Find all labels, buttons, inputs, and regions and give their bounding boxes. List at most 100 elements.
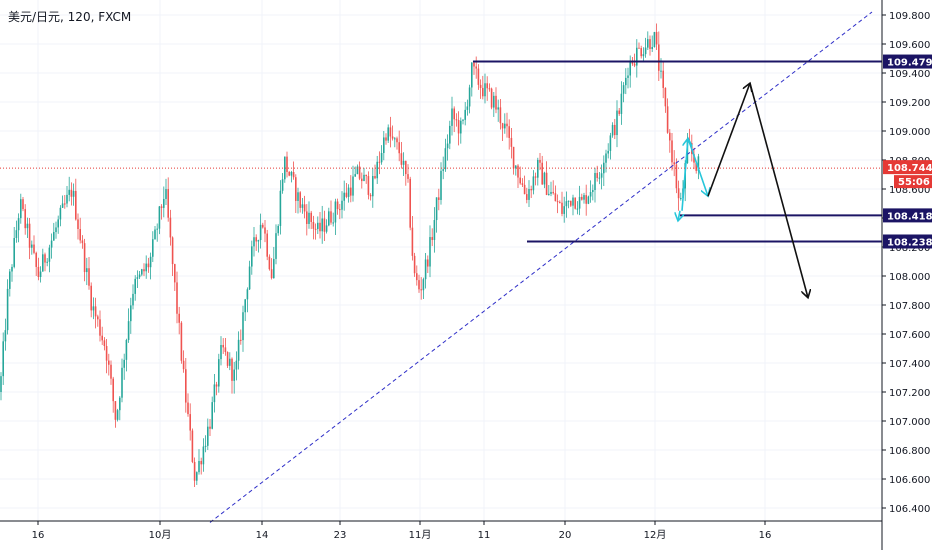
candle-body bbox=[323, 218, 326, 232]
candle-body bbox=[61, 203, 64, 208]
level-tag bbox=[883, 208, 932, 223]
candle-body bbox=[176, 282, 178, 314]
candle-body bbox=[598, 177, 601, 179]
candle-body bbox=[15, 230, 18, 239]
candle-body bbox=[651, 46, 653, 50]
candle-body bbox=[609, 135, 612, 151]
candle-body bbox=[550, 191, 552, 194]
candle-body bbox=[341, 200, 343, 210]
candle-body bbox=[585, 195, 587, 204]
candle-body bbox=[231, 358, 233, 381]
candle-body bbox=[215, 384, 218, 387]
candle-body bbox=[600, 173, 603, 178]
candle-body bbox=[493, 95, 495, 108]
candle-body bbox=[488, 88, 491, 90]
candle-body bbox=[55, 227, 57, 233]
candle-body bbox=[339, 209, 341, 211]
candle-body bbox=[468, 87, 471, 107]
candle-body bbox=[64, 203, 66, 205]
candle-body bbox=[418, 280, 420, 290]
candle-body bbox=[50, 240, 53, 248]
candle-body bbox=[427, 259, 429, 267]
candle-body bbox=[273, 258, 275, 279]
candle-body bbox=[248, 266, 251, 290]
candle-body bbox=[380, 153, 383, 163]
candle-body bbox=[90, 285, 92, 311]
candle-body bbox=[457, 120, 460, 134]
candle-body bbox=[504, 123, 506, 129]
candle-body bbox=[77, 219, 79, 230]
candle-body bbox=[174, 264, 176, 283]
candle-body bbox=[103, 340, 106, 347]
candle-body bbox=[22, 199, 24, 210]
candle-body bbox=[677, 188, 680, 199]
candle-body bbox=[473, 62, 475, 67]
y-tick-label: 109.800 bbox=[889, 11, 930, 22]
candle-body bbox=[240, 339, 242, 341]
candle-body bbox=[484, 83, 486, 97]
candle-body bbox=[420, 289, 422, 291]
candle-body bbox=[620, 93, 623, 114]
candle-body bbox=[13, 238, 15, 267]
candle-body bbox=[466, 106, 469, 110]
candle-body bbox=[563, 206, 565, 214]
candle-body bbox=[321, 218, 323, 232]
y-tick-label: 108.000 bbox=[889, 272, 930, 283]
candle-body bbox=[627, 75, 629, 78]
candle-body bbox=[356, 166, 359, 175]
candle-body bbox=[83, 243, 86, 273]
candle-body bbox=[105, 346, 108, 361]
candle-body bbox=[618, 110, 620, 114]
candle-body bbox=[182, 360, 185, 370]
candle-body bbox=[328, 211, 330, 226]
candle-body bbox=[347, 187, 350, 197]
y-tick-label: 109.200 bbox=[889, 98, 930, 109]
candle-body bbox=[116, 410, 119, 420]
candle-body bbox=[196, 472, 198, 481]
level-tag-label: 108.238 bbox=[887, 237, 932, 248]
candle-body bbox=[405, 160, 407, 175]
candle-body bbox=[11, 266, 13, 272]
candle-body bbox=[616, 110, 618, 136]
candle-body bbox=[290, 172, 293, 176]
y-tick-label: 108.600 bbox=[889, 185, 930, 196]
y-tick-label: 107.600 bbox=[889, 330, 930, 341]
candle-body bbox=[39, 271, 42, 277]
candle-body bbox=[409, 178, 411, 228]
candle-body bbox=[449, 125, 451, 144]
candle-body bbox=[268, 256, 271, 270]
candle-body bbox=[119, 397, 121, 411]
candle-body bbox=[537, 159, 539, 178]
candle-body bbox=[345, 192, 348, 197]
candle-body bbox=[251, 246, 253, 267]
candle-body bbox=[374, 176, 376, 179]
trendline bbox=[209, 11, 873, 523]
candle-body bbox=[647, 39, 649, 48]
candle-body bbox=[497, 107, 499, 110]
candle-body bbox=[187, 402, 189, 415]
candle-body bbox=[281, 179, 284, 191]
candle-body bbox=[112, 378, 114, 402]
candle-body bbox=[237, 339, 240, 361]
candle-body bbox=[570, 200, 572, 206]
x-tick-label: 20 bbox=[559, 530, 572, 541]
candle-body bbox=[9, 271, 11, 289]
x-tick-label: 12月 bbox=[644, 529, 667, 541]
candle-body bbox=[211, 402, 213, 429]
x-tick-label: 11月 bbox=[409, 529, 432, 541]
candle-body bbox=[510, 137, 513, 147]
candle-body bbox=[198, 460, 200, 473]
candle-body bbox=[482, 87, 484, 97]
candle-body bbox=[611, 124, 614, 136]
candle-body bbox=[138, 274, 141, 278]
candle-body bbox=[402, 160, 405, 165]
candle-body bbox=[554, 193, 557, 202]
candle-body bbox=[330, 211, 332, 223]
candle-body bbox=[325, 225, 328, 232]
current-price-label: 108.744 bbox=[887, 163, 932, 174]
candle-body bbox=[655, 32, 658, 45]
candle-body bbox=[596, 172, 598, 179]
candle-body bbox=[358, 166, 361, 179]
candle-body bbox=[81, 240, 84, 244]
